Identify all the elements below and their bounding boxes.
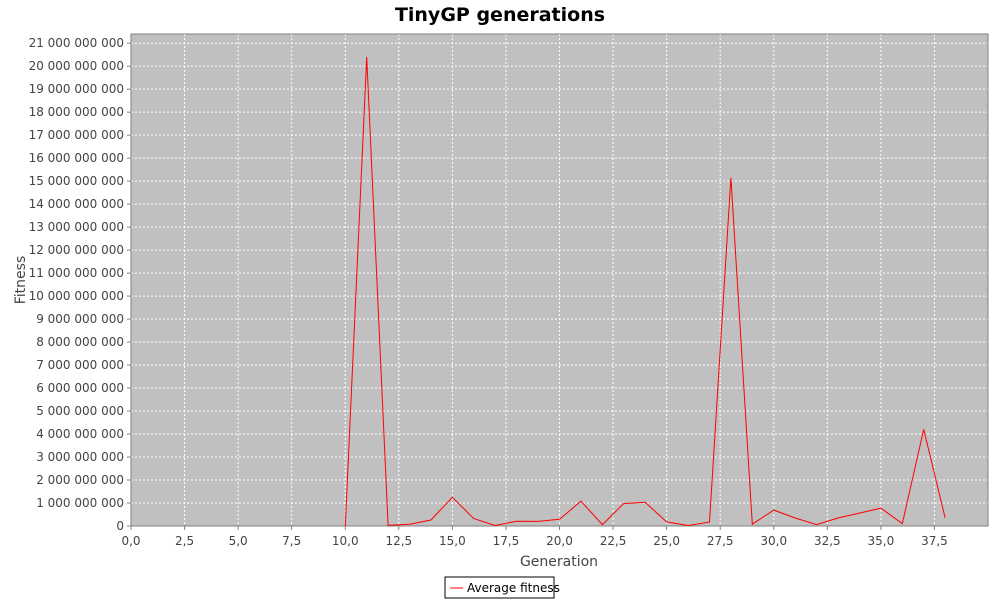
x-tick-label: 15,0 [439, 534, 466, 548]
chart-title: TinyGP generations [395, 4, 605, 26]
x-tick-label: 0,0 [121, 534, 140, 548]
y-tick-label: 4 000 000 000 [36, 427, 124, 441]
x-tick-label: 22,5 [600, 534, 627, 548]
y-tick-label: 2 000 000 000 [36, 473, 124, 487]
x-tick-label: 10,0 [332, 534, 359, 548]
legend-label-average-fitness: Average fitness [467, 581, 560, 595]
y-tick-label: 14 000 000 000 [29, 197, 124, 211]
x-tick-label: 12,5 [385, 534, 412, 548]
legend: Average fitness [444, 576, 560, 599]
y-tick-label: 0 [116, 519, 124, 533]
y-tick-label: 5 000 000 000 [36, 404, 124, 418]
x-axis-ticks: 0,0 2,5 5,0 7,5 10,0 12,5 15,0 17,5 20,0 22,5 25,0… [121, 526, 948, 548]
y-axis-ticks: 0 1 000 000 000 2 000 000 000 3 000 000 000… [29, 36, 131, 533]
x-tick-label: 25,0 [653, 534, 680, 548]
x-tick-label: 20,0 [546, 534, 573, 548]
y-tick-label: 21 000 000 000 [29, 36, 124, 50]
y-tick-label: 8 000 000 000 [36, 335, 124, 349]
x-tick-label: 32,5 [814, 534, 841, 548]
y-tick-label: 18 000 000 000 [29, 105, 124, 119]
x-tick-label: 7,5 [282, 534, 301, 548]
y-tick-label: 20 000 000 000 [29, 59, 124, 73]
x-tick-label: 27,5 [707, 534, 734, 548]
y-tick-label: 1 000 000 000 [36, 496, 124, 510]
x-tick-label: 2,5 [175, 534, 194, 548]
y-tick-label: 15 000 000 000 [29, 174, 124, 188]
x-tick-label: 37,5 [921, 534, 948, 548]
y-tick-label: 17 000 000 000 [29, 128, 124, 142]
x-axis-label: Generation [520, 554, 598, 570]
y-tick-label: 6 000 000 000 [36, 381, 124, 395]
y-tick-label: 12 000 000 000 [29, 243, 124, 257]
y-tick-label: 3 000 000 000 [36, 450, 124, 464]
legend-box [444, 576, 555, 599]
x-tick-label: 17,5 [493, 534, 520, 548]
y-tick-label: 13 000 000 000 [29, 220, 124, 234]
y-tick-label: 10 000 000 000 [29, 289, 124, 303]
x-tick-label: 5,0 [229, 534, 248, 548]
gridlines [130, 34, 988, 527]
series-layer [344, 56, 946, 527]
y-tick-label: 19 000 000 000 [29, 82, 124, 96]
x-tick-label: 30,0 [760, 534, 787, 548]
series-line-average-fitness [344, 56, 946, 527]
y-tick-label: 7 000 000 000 [36, 358, 124, 372]
y-axis-label: Fitness [13, 256, 29, 305]
y-tick-label: 9 000 000 000 [36, 312, 124, 326]
x-tick-label: 35,0 [868, 534, 895, 548]
y-tick-label: 16 000 000 000 [29, 151, 124, 165]
y-tick-label: 11 000 000 000 [29, 266, 124, 280]
